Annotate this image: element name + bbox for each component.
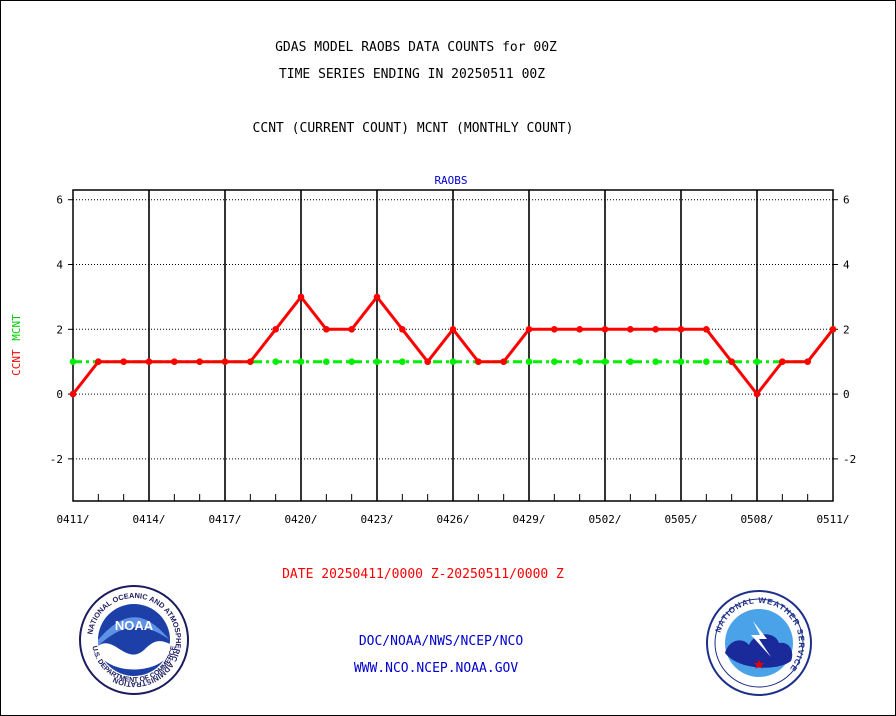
data-point-ccnt xyxy=(399,326,406,333)
data-point-ccnt xyxy=(779,358,786,365)
data-point-ccnt xyxy=(627,326,634,333)
y-tick-label-left: 0 xyxy=(56,388,63,401)
chart-title-line-2: TIME SERIES ENDING IN 20250511 00Z xyxy=(279,67,545,82)
data-point-ccnt xyxy=(449,326,457,333)
data-point-ccnt xyxy=(247,358,254,365)
data-point-ccnt xyxy=(221,358,229,365)
data-point-ccnt xyxy=(576,326,583,333)
data-point-mcnt xyxy=(753,358,761,365)
x-tick-label: 0414/ xyxy=(132,513,165,526)
x-tick-label: 0420/ xyxy=(284,513,317,526)
data-point-ccnt xyxy=(677,326,685,333)
data-point-ccnt xyxy=(551,326,558,333)
y-axis-label-ccnt: CCNT MCNT xyxy=(10,314,23,376)
data-point-mcnt xyxy=(677,358,685,365)
data-point-mcnt xyxy=(627,358,634,365)
y-tick-label-left: 2 xyxy=(56,323,63,336)
data-point-ccnt xyxy=(171,358,178,365)
footer-line-1: DOC/NOAA/NWS/NCEP/NCO xyxy=(359,634,524,649)
panel-label: RAOBS xyxy=(434,174,467,187)
data-point-mcnt xyxy=(323,358,330,365)
data-point-ccnt xyxy=(652,326,659,333)
data-point-mcnt xyxy=(576,358,583,365)
x-tick-label: 0511/ xyxy=(816,513,849,526)
y-axis-label-ccnt-text: CCNT xyxy=(10,349,23,376)
data-point-ccnt xyxy=(145,358,153,365)
data-point-ccnt xyxy=(804,358,811,365)
data-point-ccnt xyxy=(348,326,355,333)
footer-line-2: WWW.NCO.NCEP.NOAA.GOV xyxy=(354,661,519,676)
data-point-ccnt xyxy=(475,358,482,365)
data-point-mcnt xyxy=(652,358,659,365)
x-tick-label: 0417/ xyxy=(208,513,241,526)
y-tick-label-right: -2 xyxy=(843,453,856,466)
data-point-ccnt xyxy=(323,326,330,333)
data-point-ccnt xyxy=(753,390,761,398)
plot-area: -2 -2 0 0 2 2 4 4 6 6 0411/0414/0417/0420/0423/042… xyxy=(50,189,856,526)
data-point-ccnt xyxy=(272,326,279,333)
data-point-ccnt xyxy=(297,293,305,301)
data-point-ccnt xyxy=(500,358,507,365)
plot-border xyxy=(72,189,834,502)
data-point-ccnt xyxy=(728,358,735,365)
data-point-ccnt xyxy=(525,326,533,333)
data-point-ccnt xyxy=(95,358,102,365)
y-tick-label-left: 6 xyxy=(56,194,63,207)
date-range-label: DATE 20250411/0000 Z-20250511/0000 Z xyxy=(282,567,564,582)
x-tick-label: 0508/ xyxy=(740,513,773,526)
data-point-mcnt xyxy=(69,358,77,365)
x-tick-label: 0505/ xyxy=(664,513,697,526)
y-tick-label-right: 0 xyxy=(843,388,850,401)
data-point-ccnt xyxy=(601,326,609,333)
data-point-mcnt xyxy=(373,358,381,365)
data-point-ccnt xyxy=(424,358,431,365)
chart-title-line-1: GDAS MODEL RAOBS DATA COUNTS for 00Z xyxy=(275,40,557,55)
noaa-logo: NOAA NATIONAL OCEANIC AND ATMOSPHERIC AD… xyxy=(79,585,189,695)
data-point-mcnt xyxy=(348,358,355,365)
data-point-ccnt xyxy=(120,358,127,365)
data-point-mcnt xyxy=(551,358,558,365)
y-tick-label-left: -2 xyxy=(50,453,63,466)
data-point-ccnt xyxy=(829,326,837,333)
y-tick-label-left: 4 xyxy=(56,259,63,272)
y-axis-label-mcnt: MCNT xyxy=(10,314,23,341)
x-tick-label: 0426/ xyxy=(436,513,469,526)
data-point-ccnt xyxy=(703,326,710,333)
y-tick-label-right: 2 xyxy=(843,323,850,336)
data-point-mcnt xyxy=(297,358,305,365)
data-point-mcnt xyxy=(449,358,457,365)
data-point-mcnt xyxy=(703,358,710,365)
y-tick-label-right: 4 xyxy=(843,259,850,272)
noaa-logo-text: NOAA xyxy=(115,618,154,633)
x-tick-label: 0429/ xyxy=(512,513,545,526)
x-tick-label: 0502/ xyxy=(588,513,621,526)
data-point-mcnt xyxy=(399,358,406,365)
data-point-mcnt xyxy=(601,358,609,365)
data-point-ccnt xyxy=(373,293,381,301)
nws-logo: NATIONAL WEATHER SERVICE xyxy=(706,590,812,696)
data-point-mcnt xyxy=(272,358,279,365)
data-point-ccnt xyxy=(69,390,77,398)
data-point-ccnt xyxy=(196,358,203,365)
x-tick-label: 0411/ xyxy=(56,513,89,526)
data-point-mcnt xyxy=(525,358,533,365)
chart-subtitle: CCNT (CURRENT COUNT) MCNT (MONTHLY COUNT… xyxy=(253,121,574,136)
x-tick-label: 0423/ xyxy=(360,513,393,526)
y-tick-label-right: 6 xyxy=(843,194,850,207)
